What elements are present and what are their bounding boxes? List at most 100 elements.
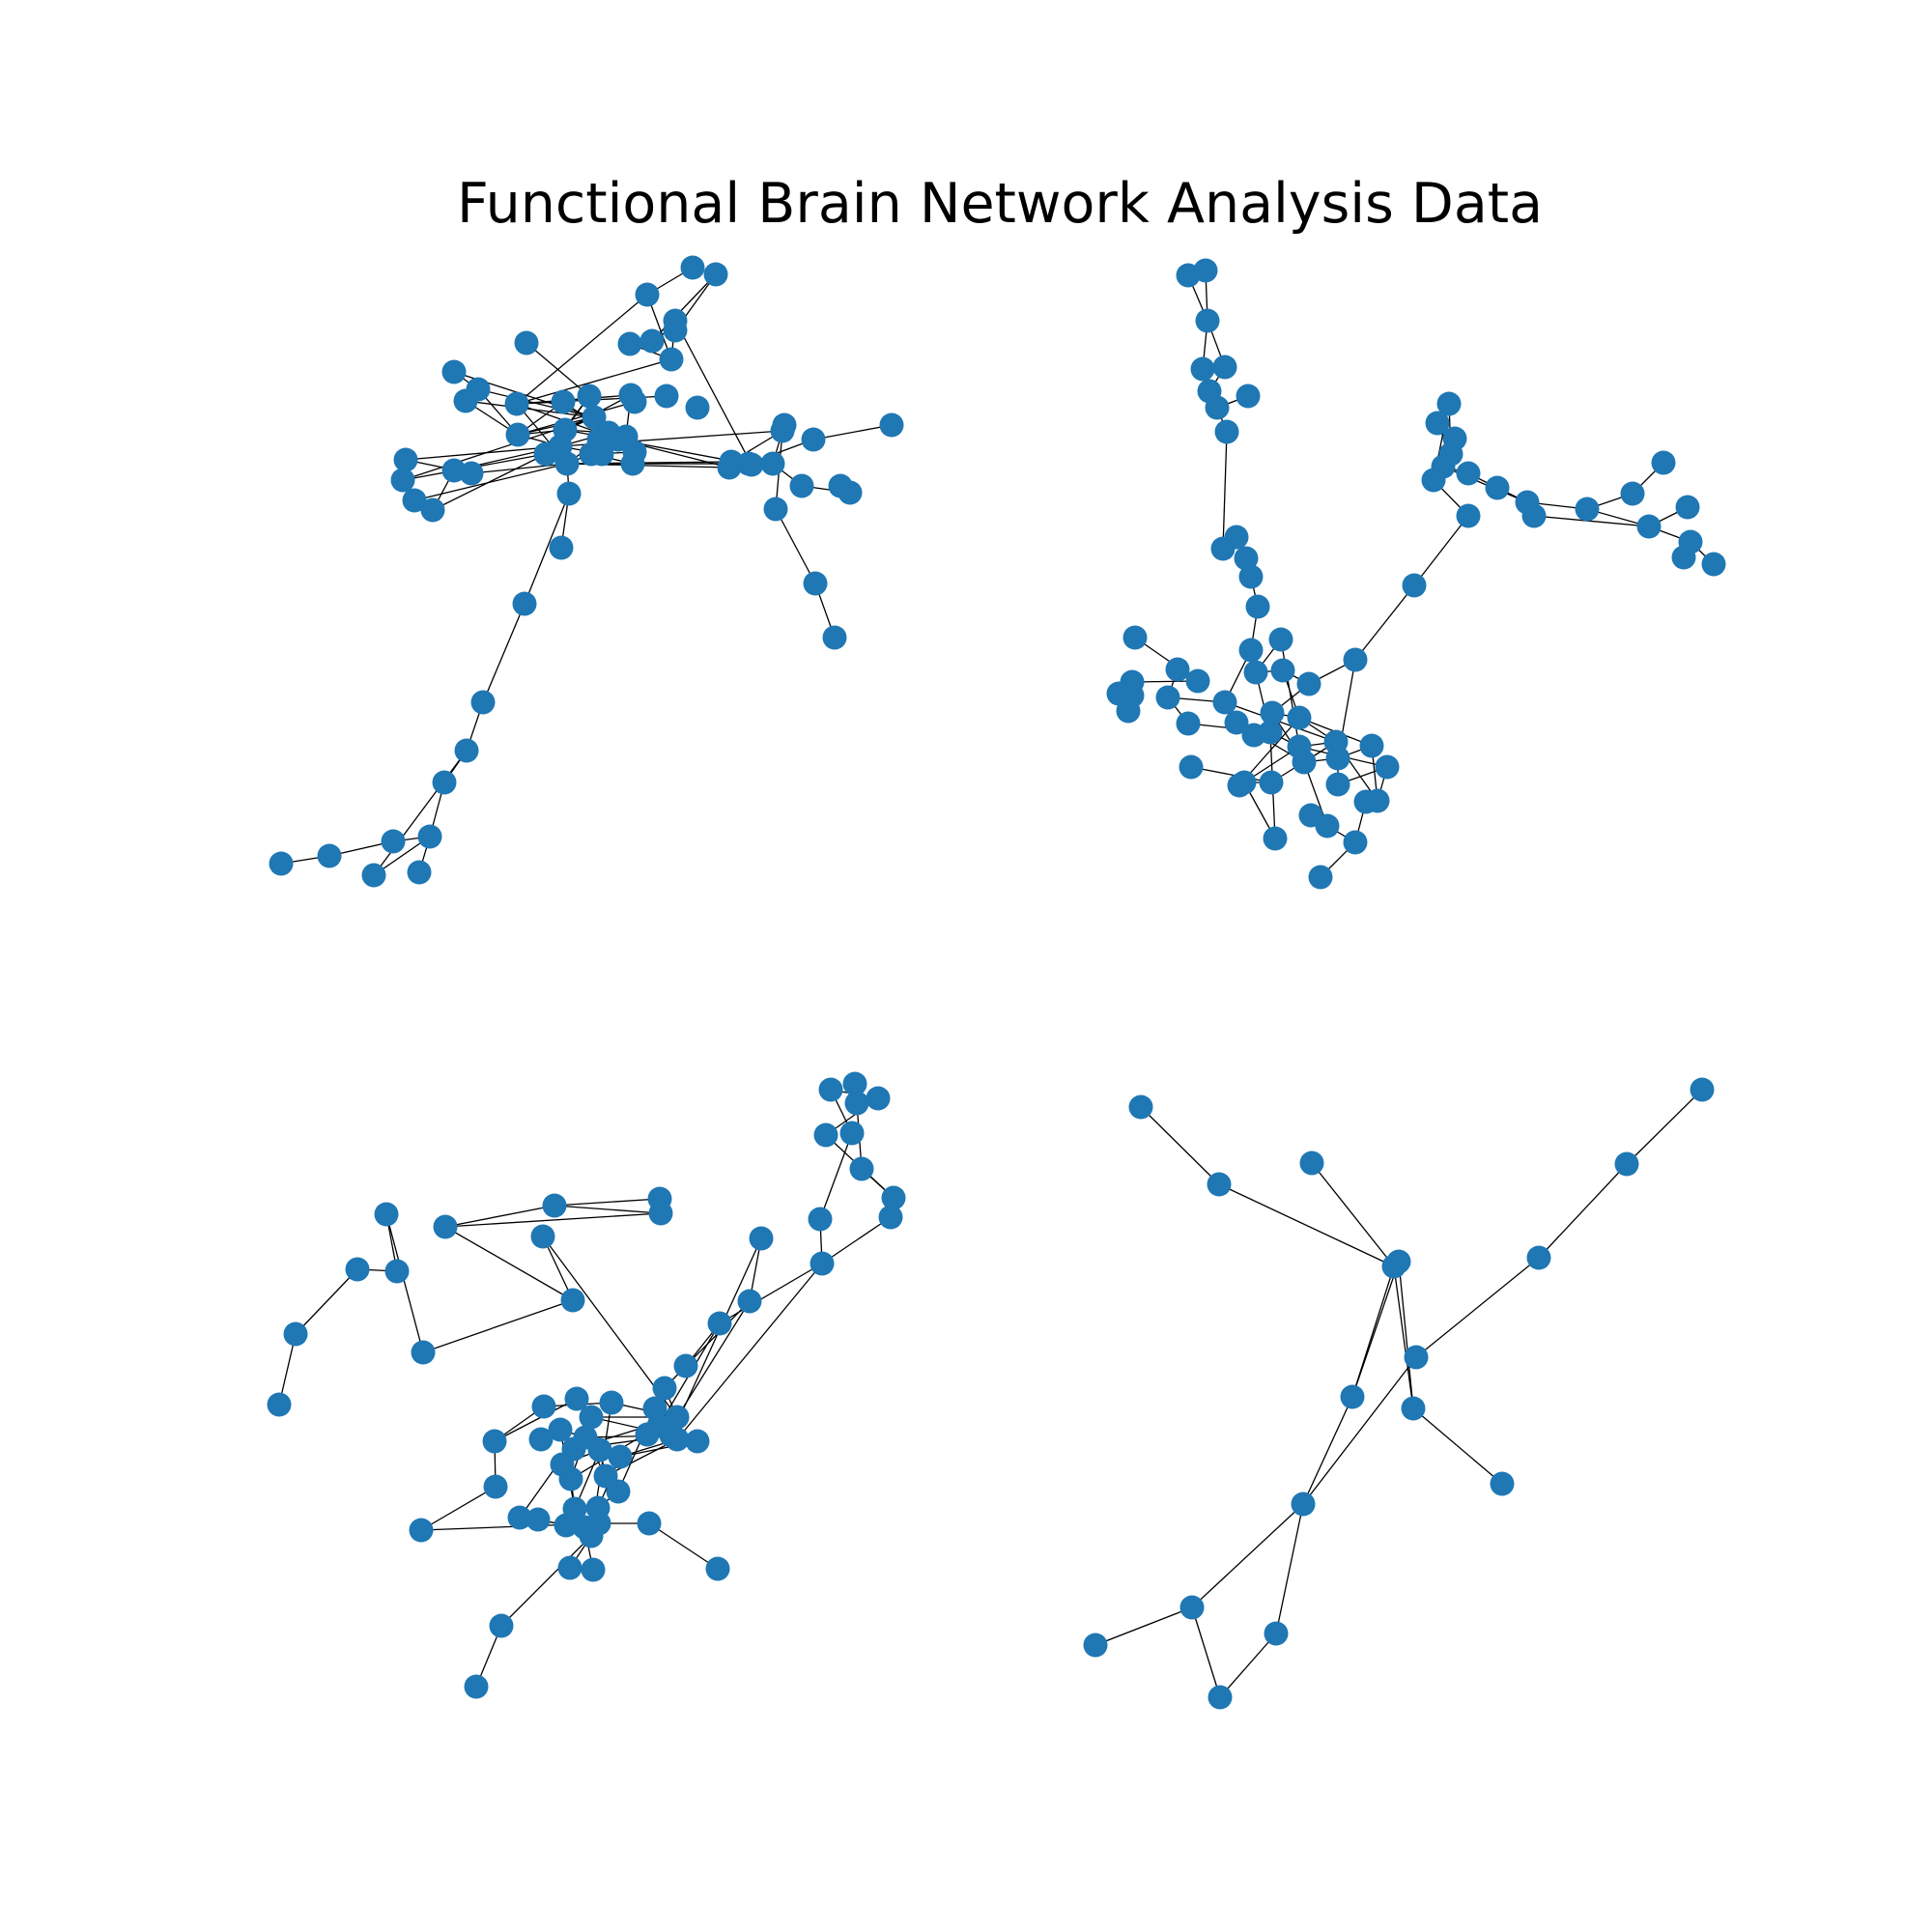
network-3-node	[813, 1122, 838, 1148]
network-2-node	[1236, 384, 1261, 409]
network-3-edge	[670, 1237, 762, 1436]
network-2-node	[1701, 552, 1726, 577]
network-2-node	[1636, 514, 1662, 539]
network-1-node	[402, 488, 427, 513]
network-2-node	[1224, 525, 1249, 550]
network-4-edge	[1626, 1089, 1703, 1165]
network-3-node	[409, 1518, 434, 1543]
network-3-node	[635, 1422, 660, 1447]
network-1-node	[622, 389, 647, 414]
network-3-edge	[648, 1522, 719, 1570]
network-4-edge	[1191, 1503, 1304, 1608]
network-2-edge	[1190, 766, 1272, 783]
network-3-node	[557, 1555, 582, 1580]
network-1-node	[717, 455, 742, 480]
network-1-node	[659, 347, 684, 372]
network-1-edge	[812, 424, 893, 440]
network-3-node	[608, 1444, 633, 1469]
network-3-node	[737, 1289, 762, 1314]
network-4-node	[1128, 1094, 1153, 1120]
network-4-edge	[1412, 1407, 1503, 1485]
network-3-node	[665, 1405, 690, 1430]
network-2-node	[1238, 638, 1264, 663]
network-3-node	[483, 1474, 508, 1499]
network-3-node	[673, 1353, 698, 1378]
network-3-node	[818, 1077, 843, 1102]
network-3-node	[642, 1396, 668, 1421]
network-3-node	[587, 1437, 612, 1463]
network-1-node	[770, 418, 795, 443]
network-3-node	[507, 1505, 532, 1530]
network-1-node	[654, 384, 679, 409]
network-4-edge	[1218, 1183, 1395, 1267]
network-3-node	[599, 1390, 624, 1415]
network-4-edge	[1191, 1606, 1221, 1698]
network-2-node	[1205, 395, 1230, 420]
network-3-node	[560, 1288, 585, 1313]
network-4-edge	[1275, 1503, 1304, 1634]
network-3-node	[665, 1427, 690, 1452]
network-1-edge	[775, 508, 816, 584]
network-1-node	[577, 384, 602, 409]
network-1-node	[549, 535, 574, 560]
network-1-edge	[651, 273, 717, 342]
network-2-node	[1176, 711, 1201, 736]
network-3-node	[585, 1495, 611, 1520]
network-1-node	[703, 262, 728, 287]
network-2-edge	[1533, 515, 1650, 527]
network-1-node	[420, 497, 445, 523]
network-3-node	[531, 1394, 556, 1419]
network-4-node	[1401, 1396, 1426, 1421]
network-1-node	[551, 389, 576, 414]
network-2-node	[1308, 865, 1333, 890]
network-2-node	[1263, 826, 1288, 851]
network-3-node	[384, 1259, 410, 1284]
network-3-edge	[295, 1268, 358, 1335]
network-4-node	[1690, 1077, 1715, 1102]
network-1-edge	[516, 294, 648, 405]
network-1-edge	[470, 463, 568, 474]
network-1-node	[803, 571, 828, 596]
network-1-edge	[526, 342, 590, 397]
network-1-node	[685, 395, 710, 420]
network-3-edge	[444, 1205, 555, 1228]
network-3-node	[844, 1091, 869, 1116]
network-2-node	[1456, 461, 1481, 486]
network-3-node	[842, 1071, 867, 1096]
network-1-node	[635, 282, 660, 307]
network-3-edge	[500, 1535, 592, 1627]
network-3-node	[562, 1496, 587, 1521]
network-3-node	[526, 1507, 551, 1532]
network-3-node	[433, 1214, 458, 1239]
network-1-node	[739, 452, 764, 477]
network-3-node	[849, 1156, 874, 1181]
network-3-node	[581, 1557, 606, 1582]
network-2-node	[1575, 497, 1600, 522]
network-1-node	[838, 480, 863, 505]
network-1-node	[453, 388, 478, 413]
network-2-node	[1325, 772, 1350, 797]
network-1-node	[789, 473, 814, 498]
network-2-node	[1325, 746, 1350, 771]
network-3-edge	[494, 1398, 578, 1442]
network-2-edge	[1442, 466, 1528, 503]
network-2-node	[1238, 564, 1264, 589]
network-2-node	[1268, 627, 1293, 652]
network-3-edge	[385, 1213, 424, 1353]
network-2-node	[1179, 754, 1204, 780]
network-3-node	[866, 1086, 891, 1111]
network-2-node	[1185, 668, 1210, 694]
network-4-edge	[1302, 1396, 1353, 1505]
network-3-node	[808, 1207, 833, 1232]
network-2-node	[1343, 830, 1368, 855]
network-4-node	[1614, 1151, 1639, 1177]
network-3-node	[267, 1392, 292, 1417]
network-1-node	[454, 738, 479, 763]
network-4-edge	[1393, 1265, 1414, 1409]
network-2-node	[1214, 419, 1239, 444]
network-2-node	[1671, 545, 1696, 570]
network-3-node	[530, 1224, 555, 1249]
network-4-node	[1404, 1345, 1429, 1370]
network-3-node	[637, 1511, 662, 1536]
network-2-node	[1521, 503, 1547, 528]
